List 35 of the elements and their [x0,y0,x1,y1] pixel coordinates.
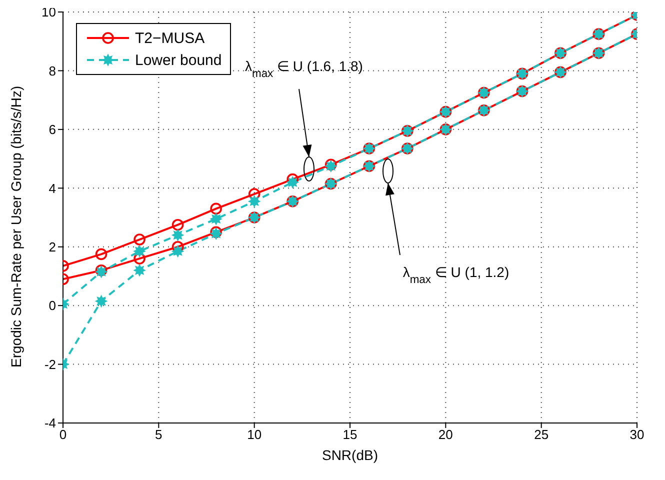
legend-label: T2−MUSA [135,30,205,46]
x-axis-title: SNR(dB) [322,447,378,463]
x-tick-label: 10 [247,427,262,442]
point [286,173,298,186]
point [248,188,260,200]
x-tick-label: 5 [155,427,162,442]
point [134,234,146,246]
legend-label: Lower bound [135,52,222,68]
y-tick-label: -4 [44,416,56,431]
y-tick-label: 8 [48,63,56,78]
y-tick-label: 4 [48,180,56,196]
point [248,195,260,208]
y-tick-label: 0 [48,298,56,314]
x-tick-label: 20 [438,427,453,442]
point [134,264,146,276]
point [210,202,222,215]
x-tick-label: 15 [342,427,358,442]
point [210,213,222,225]
annotation: λ$_{max}$ ∈ U (1.6, 1.8) [245,58,363,80]
x-tick-label: 30 [630,427,644,442]
x-tick-label: 0 [59,427,67,442]
annotation: λ$_{max}$ ∈ U (1, 1.2) [402,264,510,286]
point [95,248,108,260]
y-tick-label: 6 [48,122,56,138]
point [172,245,184,258]
point [134,252,146,264]
point [134,245,146,258]
x-tick-label: 25 [534,427,549,442]
point [172,229,184,242]
point [172,218,184,231]
y-tick-label: 2 [48,239,56,254]
y-tick-label: -2 [44,356,56,372]
y-axis-title: Ergodic Sum-Rate per User Group (bits/s/Hz) [8,86,24,368]
point [286,176,298,188]
point [95,295,108,308]
